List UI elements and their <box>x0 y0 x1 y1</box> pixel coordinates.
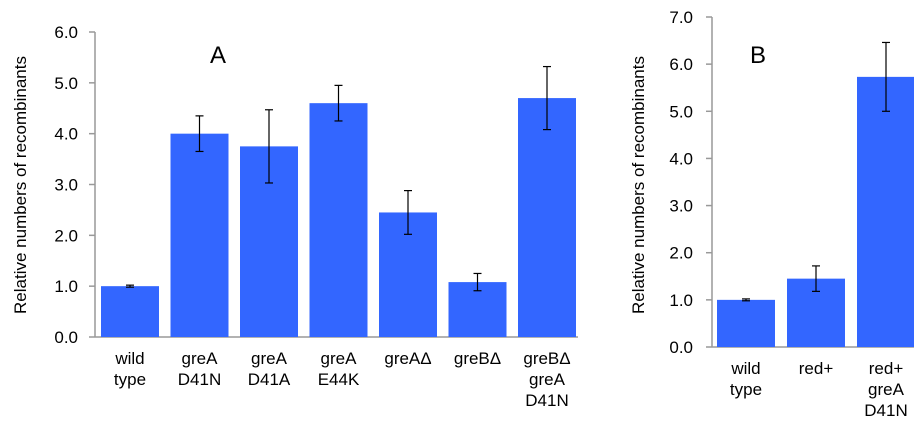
category-label: D41N <box>525 391 568 410</box>
category-label: D41A <box>248 370 291 389</box>
category-label: greBΔ <box>523 349 570 368</box>
y-tick-label: 6.0 <box>54 23 78 42</box>
y-axis-title: Relative numbers of recombinants <box>629 56 648 314</box>
y-tick-label: 3.0 <box>54 176 78 195</box>
y-tick-label: 4.0 <box>54 125 78 144</box>
panel-label: A <box>210 42 226 69</box>
category-label: greA <box>868 380 905 399</box>
category-label: greA <box>529 370 566 389</box>
category-label: greBΔ <box>454 349 501 368</box>
y-tick-label: 7.0 <box>669 8 693 27</box>
bar-2 <box>857 76 914 347</box>
category-label: red+ <box>869 359 904 378</box>
category-label: red+ <box>799 359 834 378</box>
bar-6 <box>518 98 576 337</box>
y-tick-label: 4.0 <box>669 149 693 168</box>
y-tick-label: 5.0 <box>669 102 693 121</box>
y-tick-label: 1.0 <box>54 277 78 296</box>
y-axis-title: Relative numbers of recombinants <box>11 56 30 314</box>
category-label: greA <box>321 349 358 368</box>
category-label: E44K <box>318 370 360 389</box>
category-label: type <box>114 370 146 389</box>
bar-3 <box>309 103 368 338</box>
y-tick-label: 3.0 <box>669 197 693 216</box>
bar-0 <box>101 286 159 337</box>
y-tick-label: 6.0 <box>669 55 693 74</box>
category-label: greAΔ <box>384 349 431 368</box>
category-label: greA <box>251 349 288 368</box>
panel-label: B <box>750 42 766 69</box>
category-label: D41N <box>178 370 221 389</box>
bar-0 <box>717 299 775 347</box>
y-tick-label: 2.0 <box>669 244 693 263</box>
category-label: wild <box>730 359 760 378</box>
category-label: D41N <box>864 401 907 420</box>
category-label: wild <box>114 349 144 368</box>
y-tick-label: 0.0 <box>669 338 693 357</box>
category-label: type <box>730 380 762 399</box>
category-label: greA <box>182 349 219 368</box>
y-tick-label: 2.0 <box>54 226 78 245</box>
y-tick-label: 5.0 <box>54 74 78 93</box>
y-tick-label: 0.0 <box>54 328 78 347</box>
bar-1 <box>170 133 229 337</box>
y-tick-label: 1.0 <box>669 291 693 310</box>
